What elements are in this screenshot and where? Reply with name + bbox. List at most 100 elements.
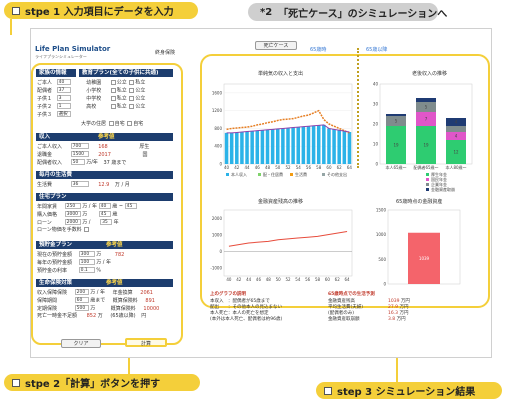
income-bar [327,128,331,164]
x-tick-label: 64 [347,165,353,170]
radio-home-alt[interactable] [127,121,133,126]
x-tick-label: 44 [244,165,250,170]
x-tick-label: 40 [226,277,232,282]
legend-swatch [322,173,325,176]
calculate-button[interactable]: 計算 [125,338,167,347]
savings-section-header: 預貯金プラン 参考値 [36,241,173,249]
legend-swatch [226,173,229,176]
rent-input[interactable]: 250 [64,203,81,209]
data-label: 5 [395,119,398,124]
step3-text: step 3 シミュレーション結果 [337,387,476,398]
checkbox-square-icon [324,386,332,395]
family-section-header: 家族の情報 [36,69,76,77]
retirement-input[interactable]: 1500 [70,151,89,157]
x-tick-label: 60 [325,277,331,282]
y-tick-label: 2000 [212,216,223,221]
income-bar [250,131,254,164]
y-tick-label: 1500 [376,208,387,213]
y-tick-label: 1600 [212,90,223,95]
income-bar [311,125,316,164]
loan-years-input[interactable]: 35 [100,219,113,225]
loan-option-checkbox[interactable] [84,227,90,232]
data-label: 19 [393,143,399,148]
family-row: 子供１ 3 中学校 私立 公立 [37,95,146,102]
note2-text: 「死亡ケース」のシミュレーションへ [278,8,448,20]
results-panel [200,54,490,308]
stacked-bar-segment [386,114,406,116]
income-input[interactable]: 700 [70,143,89,149]
clear-button[interactable]: クリア [61,339,101,348]
family-row: 配偶者 37 小学校 私立 公立 [37,87,146,94]
y-tick-label: 400 [214,144,222,149]
explanation-line: 本収入 ：配偶者が65歳まで [210,299,270,304]
x-tick-label: 54 [296,165,302,170]
insurance-row: 保障期間 60 歳まで 概算保険料 891 [37,297,155,304]
step2-connector [128,346,130,374]
legend-swatch [426,183,429,186]
y-tick-label: 800 [214,126,222,131]
age-input[interactable]: 3 [56,95,71,101]
purchase-input[interactable]: 3000 [64,211,81,217]
asset-bar [408,232,440,284]
death-case-button[interactable]: 死亡ケース [255,41,297,50]
housing-row: 年間家賃 250 万 / 年 40 歳 ~ 45 [37,203,137,210]
x-tick-label: 48 [266,277,272,282]
radio-private[interactable] [110,87,116,93]
chart-title-single: 65歳時点の金融資産 [396,199,443,205]
income-bar [224,132,229,164]
term-insurance-input[interactable]: 500 [74,305,89,311]
insurance-row: 定期保険 500 万 概算保険料 10000 [37,305,160,312]
forecast-row: 平均生活費(夫婦) 27.9 万円 [328,305,409,310]
radio-public[interactable] [110,79,116,85]
age-input[interactable]: 1 [56,103,71,109]
x-tick-label: 46 [255,165,261,170]
income-bar [276,128,280,164]
age-select[interactable]: 選択 [56,111,71,117]
income-insurance-input[interactable]: 200 [74,289,89,295]
explanation-line: 配出 ：その他本人の見込まない [210,305,282,310]
income-bar [322,124,326,164]
income-bar [316,125,321,164]
explanation-line: (本外は本人死亡、配偶者は約96歳) [210,317,283,322]
radio-private[interactable] [110,95,116,101]
family-row: 子供３ 選択 [37,111,71,118]
y-tick-label: 10 [373,142,379,147]
explanation-right-title: 65歳時点での生活予測 [328,292,375,297]
coverage-period-input[interactable]: 60 [74,297,89,303]
balance-line [228,230,348,247]
y-tick-label: 1000 [376,232,387,237]
spouse-income-input[interactable]: 50 [70,159,85,165]
radio-private[interactable] [129,79,135,85]
radio-public[interactable] [129,87,135,93]
radio-private[interactable] [110,103,116,109]
income-row: 配偶者収入 50 万/年 37 歳まで [37,159,127,166]
living-cost-input[interactable]: 36 [70,181,89,187]
age-input[interactable]: 37 [56,87,71,93]
simulator-window: Life Plan Simulator ライフプランシミュレーター 終身保険 死… [30,28,492,358]
stacked-bar-segment [416,102,436,112]
income-bar [235,132,239,164]
explanation-line: 本人死亡：本人の死亡を想定 [210,311,269,316]
income-bar [240,132,244,164]
y-tick-label: 0 [383,282,386,287]
age-input[interactable]: 40 [56,79,71,85]
radio-public[interactable] [129,103,135,109]
education-section-header: 教育プラン(全ての子供に共通) [79,69,173,77]
x-tick-label: 本人80歳～ [445,164,466,170]
interest-rate-input[interactable]: 0.1 [78,267,95,273]
radio-public[interactable] [129,95,135,101]
stacked-bar-segment [386,126,406,164]
living-row: 生活費 36 12.9 万 / 月 [37,181,130,188]
loan-input[interactable]: 2000 [64,219,81,225]
legend-label: 企業年金 [431,181,447,187]
annual-savings-input[interactable]: 100 [78,259,95,265]
rent-from-input[interactable]: 40 [98,203,111,209]
balance-chart: -1000 0 1000 2000 40 42 44 46 48 50 52 54 56 58 60 62 64 [210,209,353,282]
rent-to-input[interactable]: 45 [124,203,137,209]
savings-input[interactable]: 300 [78,251,95,257]
income-bar [347,132,352,164]
radio-home[interactable] [108,121,114,126]
purchase-age-input[interactable]: 45 [98,211,111,217]
stacked-bar-segment [446,126,466,132]
y-tick-label: 20 [373,122,379,127]
